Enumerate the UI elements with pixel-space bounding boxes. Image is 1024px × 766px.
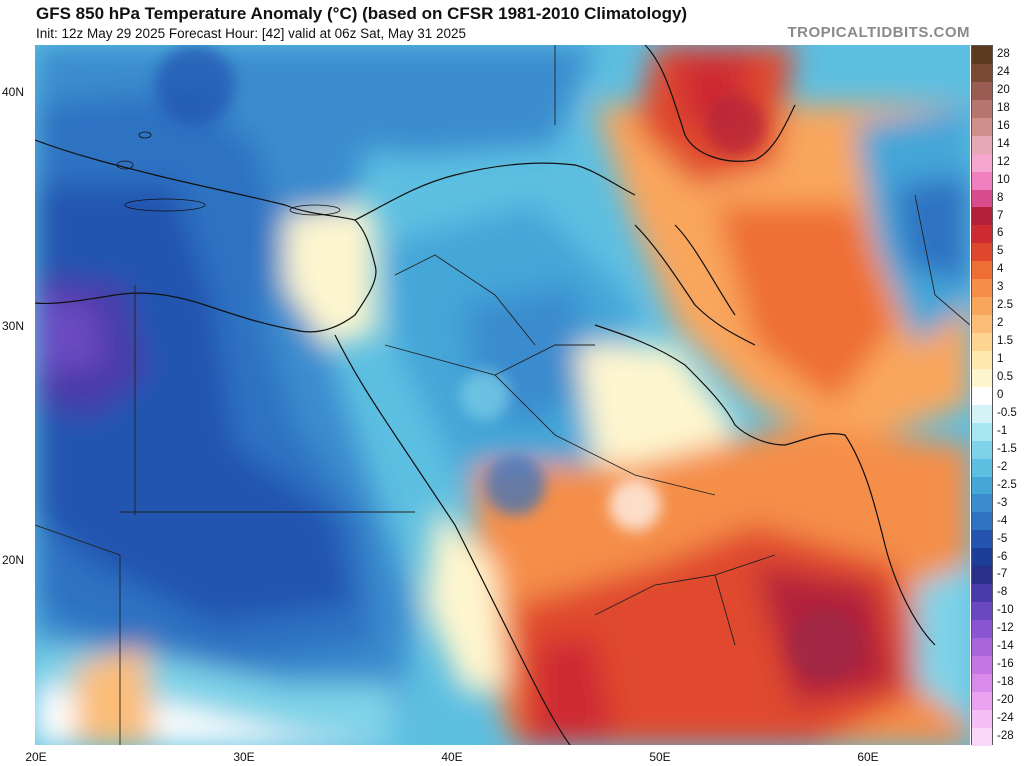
colorbar-swatch — [972, 404, 992, 423]
colorbar-tick-label: 16 — [997, 119, 1010, 132]
colorbar-tick-label: 10 — [997, 173, 1010, 186]
page-title: GFS 850 hPa Temperature Anomaly (°C) (ba… — [36, 4, 688, 23]
colorbar-swatch — [972, 422, 992, 441]
colorbar-labels: 28 24 20 18 16 14 12 10 8 7 6 5 4 3 2.5 2 1.5 1 0.5 0 -0.5 -1… — [995, 45, 1024, 745]
colorbar-tick-label: 5 — [997, 245, 1004, 258]
colorbar-swatch — [972, 225, 992, 244]
colorbar-tick-label: 20 — [997, 83, 1010, 96]
colorbar-swatch — [972, 655, 992, 674]
colorbar-tick-label: 3 — [997, 281, 1004, 294]
country-borders — [35, 45, 970, 745]
lat-label-20n: 20N — [2, 553, 25, 567]
colorbar-swatch — [972, 333, 992, 351]
colorbar-swatch — [972, 673, 992, 692]
colorbar-swatch — [972, 476, 992, 495]
colorbar-swatch — [972, 171, 992, 190]
colorbar-swatch — [972, 315, 992, 333]
colorbar-tick-label: -1 — [997, 424, 1008, 437]
colorbar-swatch — [972, 637, 992, 656]
colorbar-tick-label: 0 — [997, 389, 1004, 401]
colorbar-tick-label: -2 — [997, 460, 1008, 473]
lon-label-50e: 50E — [649, 750, 671, 764]
colorbar-swatch — [972, 584, 992, 603]
colorbar-swatch — [972, 350, 992, 369]
colorbar-tick-label: -7 — [997, 568, 1008, 581]
brand-watermark: TROPICALTIDBITS.COM — [787, 24, 970, 41]
colorbar-swatch — [972, 189, 992, 208]
colorbar-tick-label: -10 — [997, 604, 1014, 617]
colorbar-swatch — [972, 458, 992, 477]
colorbar-swatch — [972, 153, 992, 172]
colorbar-swatch — [972, 566, 992, 585]
colorbar-tick-label: -20 — [997, 694, 1014, 707]
colorbar-tick-label: 1 — [997, 353, 1004, 366]
colorbar-swatch — [972, 46, 992, 64]
colorbar-tick-label: -2.5 — [997, 478, 1017, 491]
colorbar-swatch — [972, 207, 992, 226]
colorbar-tick-label: -4 — [997, 514, 1008, 527]
colorbar-swatch — [972, 727, 992, 746]
temperature-anomaly-map — [35, 45, 970, 745]
colorbar-tick-label: 1.5 — [997, 335, 1013, 348]
colorbar-swatch — [972, 99, 992, 118]
colorbar-swatch — [972, 602, 992, 620]
colorbar-tick-label: -3 — [997, 496, 1008, 509]
colorbar-tick-label: -24 — [997, 712, 1014, 725]
colorbar-tick-label: 24 — [997, 65, 1010, 78]
colorbar-swatch — [972, 530, 992, 549]
colorbar-tick-label: -12 — [997, 622, 1014, 635]
colorbar-tick-label: -14 — [997, 640, 1014, 653]
colorbar-swatch — [972, 117, 992, 136]
lon-label-30e: 30E — [233, 750, 255, 764]
colorbar-tick-label: 18 — [997, 101, 1010, 114]
colorbar-tick-label: 2 — [997, 317, 1004, 330]
colorbar-swatch — [972, 279, 992, 298]
colorbar-swatch — [972, 243, 992, 262]
colorbar-tick-label: -8 — [997, 586, 1008, 599]
lon-label-20e: 20E — [25, 750, 47, 764]
lat-label-40n: 40N — [2, 85, 25, 99]
colorbar-swatch — [972, 494, 992, 513]
lat-label-30n: 30N — [2, 319, 25, 333]
colorbar-tick-label: -6 — [997, 550, 1008, 563]
colorbar-tick-label: -0.5 — [997, 406, 1017, 419]
colorbar-swatch — [972, 81, 992, 100]
lon-label-40e: 40E — [441, 750, 463, 764]
colorbar-swatch — [972, 135, 992, 154]
colorbar-swatch — [972, 368, 992, 387]
colorbar-tick-label: 28 — [997, 47, 1010, 60]
colorbar-swatch — [972, 512, 992, 531]
colorbar-swatch — [972, 440, 992, 459]
colorbar-tick-label: -1.5 — [997, 442, 1017, 455]
colorbar-swatch — [972, 386, 992, 405]
colorbar-tick-label: -28 — [997, 730, 1014, 743]
colorbar-swatch — [972, 261, 992, 280]
colorbar-tick-label: -18 — [997, 676, 1014, 689]
colorbar-tick-label: -5 — [997, 532, 1008, 545]
colorbar-swatch — [972, 620, 992, 638]
anomaly-field — [35, 45, 970, 745]
colorbar-swatch — [972, 691, 992, 710]
colorbar-swatch — [972, 548, 992, 567]
colorbar-tick-label: 4 — [997, 263, 1004, 276]
colorbar-tick-label: 7 — [997, 209, 1004, 222]
colorbar-tick-label: 6 — [997, 227, 1004, 240]
lon-label-60e: 60E — [857, 750, 879, 764]
coastlines — [35, 45, 936, 745]
colorbar-swatch — [972, 297, 992, 316]
colorbar-tick-label: 12 — [997, 155, 1010, 168]
colorbar-tick-label: 8 — [997, 191, 1004, 204]
colorbar-tick-label: -16 — [997, 658, 1014, 671]
islands — [116, 131, 341, 216]
colorbar-tick-label: 2.5 — [997, 299, 1013, 312]
colorbar — [971, 45, 993, 746]
colorbar-tick-label: 14 — [997, 137, 1010, 150]
colorbar-swatch — [972, 709, 992, 728]
colorbar-tick-label: 0.5 — [997, 371, 1013, 384]
forecast-subtitle: Init: 12z May 29 2025 Forecast Hour: [42… — [36, 26, 466, 41]
colorbar-swatch — [972, 63, 992, 82]
